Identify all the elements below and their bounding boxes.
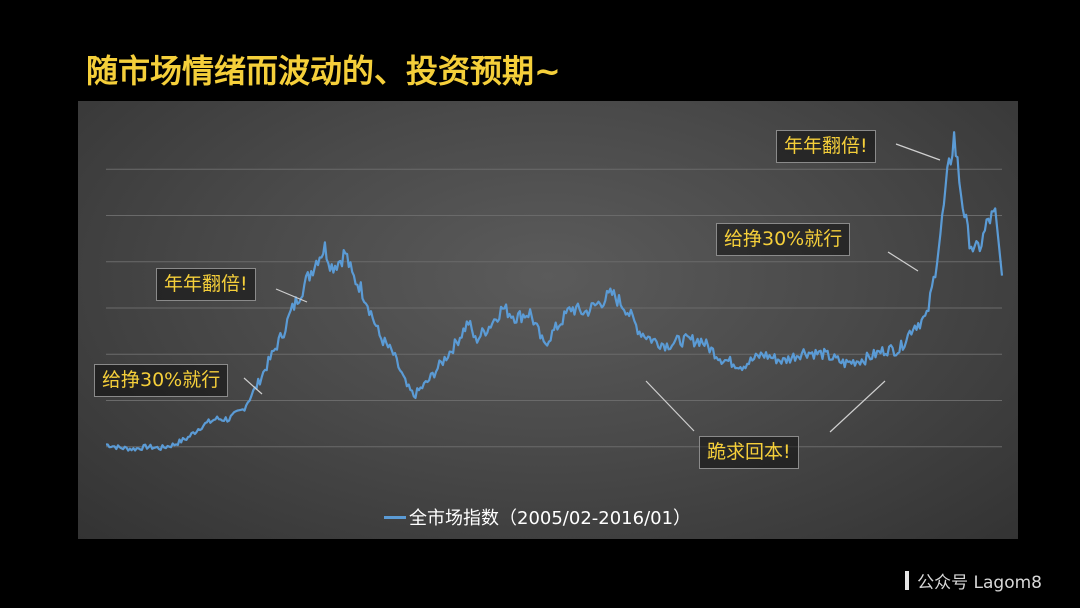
watermark-bar-icon	[905, 571, 910, 590]
annotation-callout-2: 年年翻倍!	[156, 268, 256, 301]
chart-legend: 全市场指数（2005/02-2016/01）	[384, 504, 691, 530]
annotation-callout-3: 跪求回本!	[699, 436, 799, 469]
chart-panel: 给挣30%就行 年年翻倍! 跪求回本! 给挣30%就行 年年翻倍! 全市场指数（…	[78, 101, 1018, 539]
annotation-leader-line-2	[275, 288, 308, 303]
annotation-leader-line-4	[829, 380, 886, 433]
annotation-leader-line-1	[243, 377, 263, 395]
legend-series-label: 全市场指数（2005/02-2016/01）	[409, 508, 692, 529]
watermark-text: 公众号 Lagom8	[917, 573, 1042, 593]
slide-title: 随市场情绪而波动的、投资预期~	[86, 52, 561, 90]
annotation-leader-line-6	[895, 143, 941, 161]
watermark: 公众号 Lagom8	[905, 568, 1042, 593]
annotation-callout-1: 给挣30%就行	[94, 364, 229, 397]
annotation-callout-4: 给挣30%就行	[716, 223, 851, 256]
chart-area	[106, 131, 1004, 452]
annotation-leader-line-5	[887, 251, 919, 272]
annotation-callout-5: 年年翻倍!	[776, 130, 876, 163]
annotation-leader-line-3	[645, 380, 695, 432]
legend-line-swatch	[384, 515, 406, 519]
